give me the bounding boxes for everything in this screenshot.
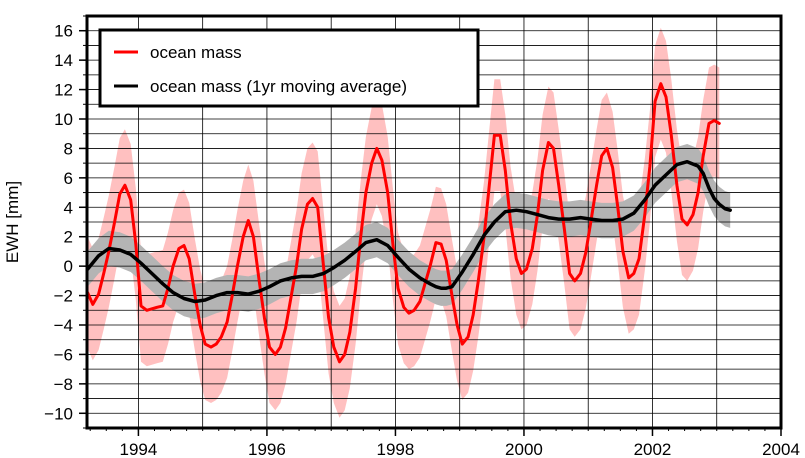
legend-box: [98, 28, 480, 108]
y-tick-label: −4: [54, 316, 73, 335]
y-tick-label: −10: [44, 404, 73, 423]
y-tick-label: 14: [54, 51, 73, 70]
x-tick-label: 2002: [634, 440, 672, 458]
legend-label-ocean-mass: ocean mass: [150, 43, 242, 62]
series-lines: [85, 82, 732, 364]
y-axis-label: EWH [mm]: [3, 181, 22, 263]
y-tick-label: 10: [54, 110, 73, 129]
x-tick-label: 1998: [377, 440, 415, 458]
y-tick-label: 2: [64, 228, 73, 247]
x-tick-label: 1996: [248, 440, 286, 458]
axis-ticks: 1994 1996 1998 2000 2002 2004 −10 −8 −6 −4 −2 0 2 4 6 8…: [44, 15, 800, 458]
y-tick-label: 8: [64, 139, 73, 158]
y-tick-label: 16: [54, 22, 73, 41]
y-tick-label: 12: [54, 81, 73, 100]
y-tick-label: 0: [64, 257, 73, 276]
band-moving-average: [87, 144, 731, 320]
legend: ocean mass ocean mass (1yr moving averag…: [98, 28, 480, 108]
y-tick-label: 4: [64, 198, 73, 217]
line-moving-average: [85, 159, 732, 304]
y-tick-label: −8: [54, 375, 73, 394]
x-tick-label: 2004: [762, 440, 800, 458]
line-ocean-mass: [86, 82, 721, 364]
y-tick-label: 6: [64, 169, 73, 188]
legend-label-moving-average: ocean mass (1yr moving average): [150, 77, 407, 96]
y-tick-label: −6: [54, 345, 73, 364]
y-tick-label: −2: [54, 287, 73, 306]
x-tick-label: 2000: [505, 440, 543, 458]
x-tick-label: 1994: [119, 440, 157, 458]
